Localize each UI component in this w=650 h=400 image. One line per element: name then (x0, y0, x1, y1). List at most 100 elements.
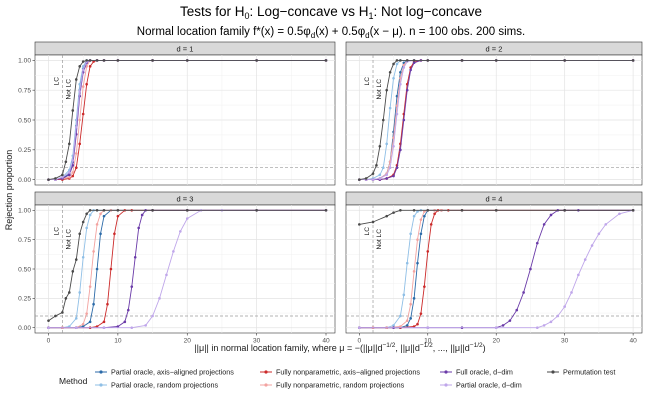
data-point (392, 211, 395, 214)
data-point (81, 68, 85, 72)
data-point (88, 65, 92, 68)
data-point (71, 164, 75, 167)
data-point (419, 218, 423, 221)
data-point (109, 267, 113, 271)
data-point (78, 90, 82, 93)
data-point (402, 118, 406, 122)
data-point (501, 324, 505, 327)
data-point (423, 210, 426, 213)
data-point (116, 325, 120, 328)
data-point (92, 60, 95, 63)
series-line (359, 209, 634, 329)
data-point (426, 250, 430, 253)
data-point (85, 59, 88, 62)
data-point (123, 320, 127, 324)
data-point (392, 174, 395, 178)
x-tick-label: 40 (322, 338, 330, 345)
data-point (64, 160, 68, 164)
legend: Method Partial oracle, axis−aligned proj… (59, 368, 615, 390)
data-point (364, 177, 368, 180)
data-point (416, 238, 419, 241)
data-point (385, 142, 389, 146)
y-tick-label: 0.25 (18, 296, 31, 303)
data-point (412, 270, 416, 273)
data-point (81, 322, 85, 326)
data-point (85, 226, 88, 230)
data-point (95, 267, 99, 271)
data-point (102, 208, 106, 212)
data-point (402, 293, 406, 297)
data-point (429, 223, 433, 226)
data-point (95, 325, 99, 328)
data-point (494, 59, 498, 62)
data-point (388, 166, 392, 170)
x-tick-label: 10 (424, 338, 432, 345)
data-point (172, 250, 175, 253)
data-point (399, 325, 402, 328)
data-point (47, 319, 50, 322)
legend-swatch-point (444, 383, 448, 387)
data-point (412, 59, 416, 62)
data-point (392, 324, 395, 327)
data-point (563, 305, 566, 308)
data-point (426, 59, 430, 62)
x-tick-label: 20 (184, 338, 192, 345)
data-point (416, 261, 419, 265)
data-point (371, 178, 375, 181)
series-line (48, 209, 326, 322)
data-point (95, 208, 99, 212)
legend-label: Partial oracle, random projections (111, 381, 218, 390)
data-point (179, 230, 182, 233)
data-point (71, 159, 75, 162)
data-point (68, 291, 71, 294)
data-point (151, 208, 154, 212)
legend-label: Partial oracle, axis−aligned projections (111, 368, 234, 377)
legend-swatch-point (551, 370, 555, 374)
data-point (61, 173, 64, 177)
data-point (185, 217, 189, 220)
data-point (68, 171, 71, 174)
y-tick-label: 0.25 (18, 147, 31, 154)
data-point (395, 94, 399, 98)
data-point (409, 317, 412, 320)
data-point (385, 214, 389, 218)
data-point (385, 177, 389, 180)
data-point (399, 314, 402, 318)
x-tick-label: 30 (253, 338, 261, 345)
data-point (577, 273, 580, 277)
data-point (392, 144, 395, 148)
data-point (74, 317, 78, 320)
data-point (535, 326, 539, 330)
region-label-lc: LC (53, 77, 60, 86)
data-point (130, 326, 134, 330)
x-tick-label: 0 (47, 338, 51, 345)
data-point (78, 232, 82, 236)
data-point (81, 60, 85, 63)
data-point (433, 212, 436, 216)
data-point (255, 208, 258, 212)
y-tick-label: 0.00 (18, 177, 31, 184)
data-point (402, 61, 406, 65)
y-axis-title: Rejection proportion (4, 150, 14, 231)
data-point (371, 172, 375, 175)
data-point (81, 85, 85, 88)
data-point (116, 59, 120, 62)
data-point (570, 291, 573, 294)
data-point (388, 70, 392, 74)
facet-panel-d1: d = 1 LC Not LC 0.00 0.25 0.50 0.75 1.00 (18, 41, 336, 186)
data-point (158, 297, 161, 300)
x-tick-label: 30 (561, 338, 569, 345)
data-point (395, 62, 399, 66)
data-point (542, 324, 546, 327)
data-point (151, 314, 154, 318)
data-point (88, 320, 92, 324)
data-point (460, 59, 464, 62)
data-point (116, 214, 120, 218)
data-point (54, 177, 57, 180)
data-point (604, 223, 608, 226)
chart-subtitle: Normal location family f*(x) = 0.5φd(x) … (137, 26, 525, 40)
data-point (85, 82, 88, 86)
data-point (412, 297, 416, 300)
x-tick-label: 10 (114, 338, 122, 345)
